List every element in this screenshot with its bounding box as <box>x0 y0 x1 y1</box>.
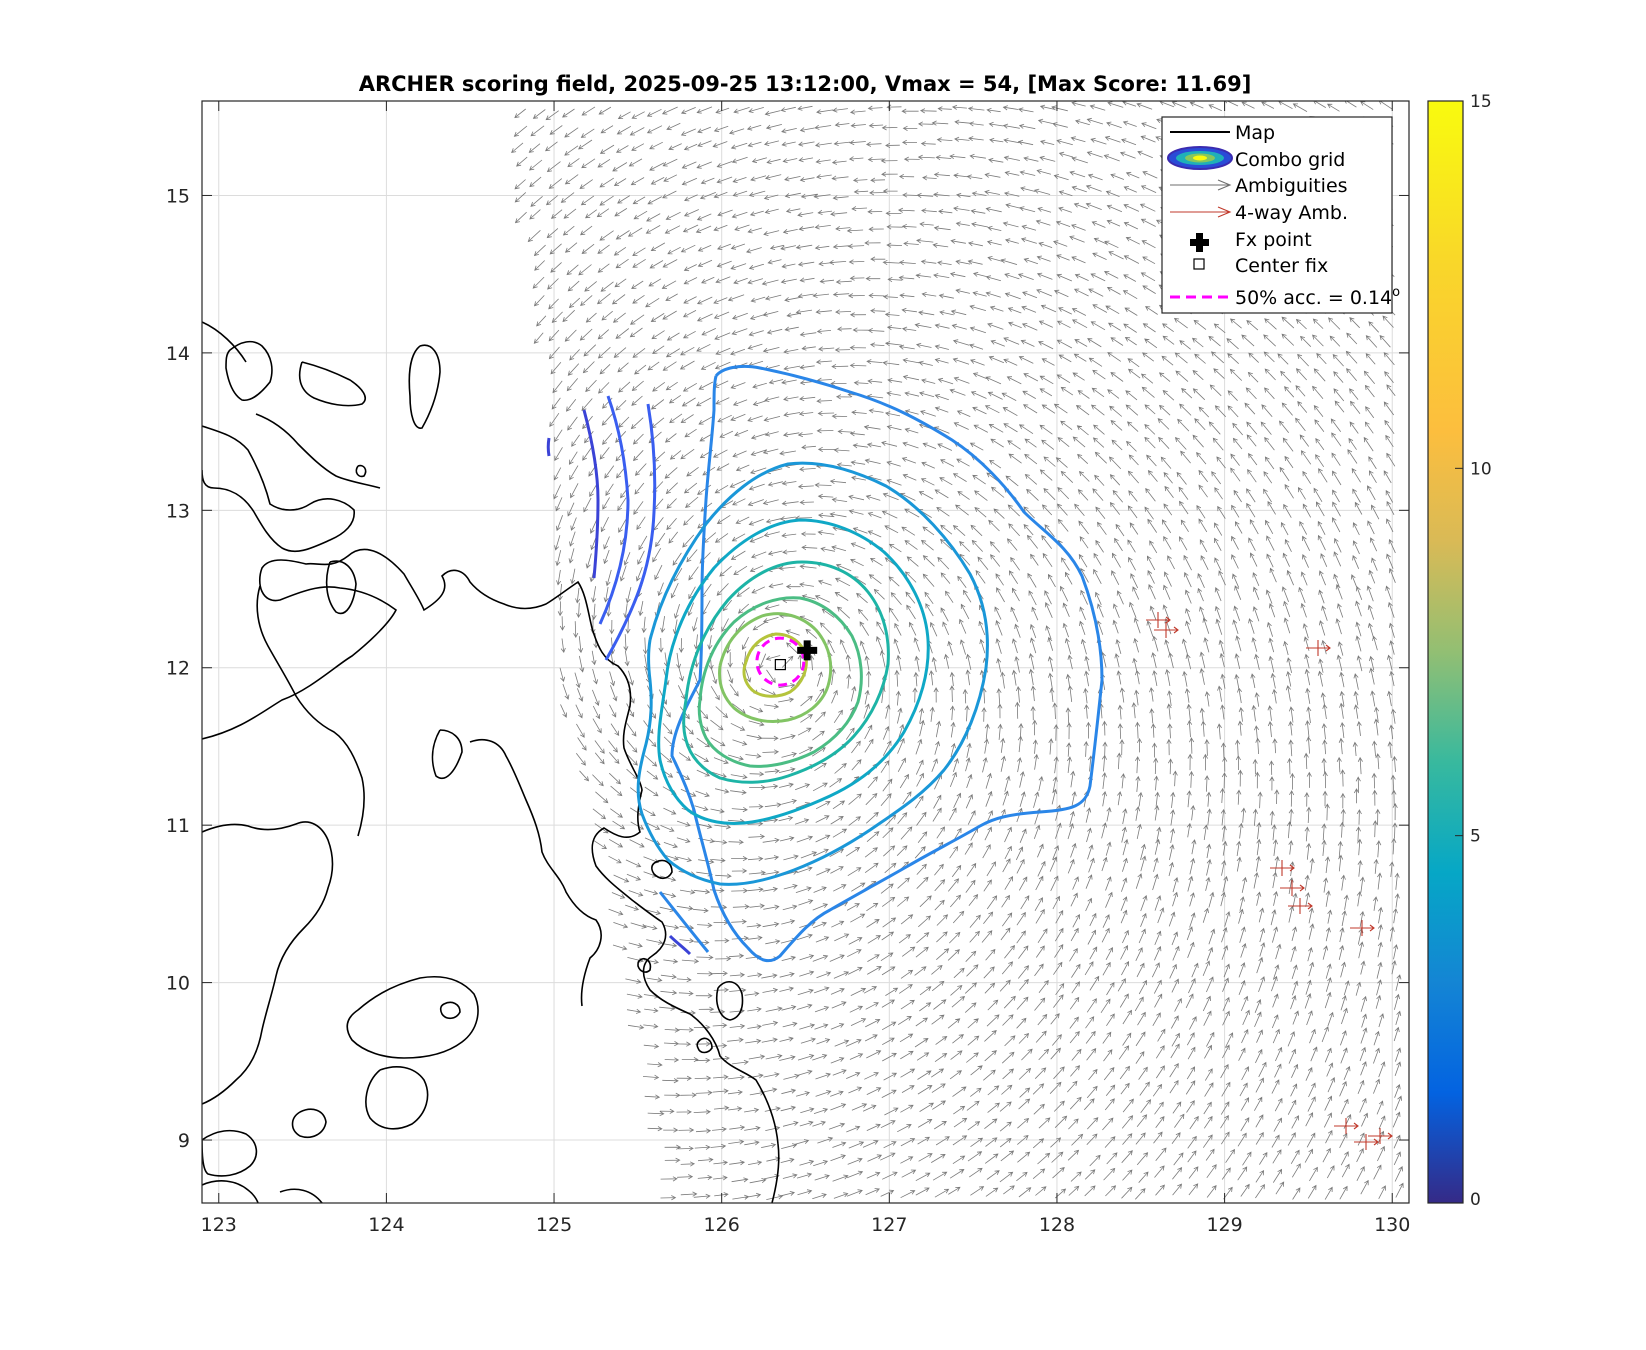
chart-title: ARCHER scoring field, 2025-09-25 13:12:0… <box>359 72 1252 96</box>
y-tick-label: 13 <box>166 500 190 522</box>
legend-fx-point-label: Fx point <box>1235 229 1312 251</box>
x-axis: 123 124 125 126 127 128 129 130 <box>201 101 1410 1236</box>
colorbar-tick-label: 0 <box>1470 1190 1481 1210</box>
colorbar-tick-label: 5 <box>1470 827 1481 847</box>
y-tick-label: 14 <box>166 343 190 365</box>
contour-arc-6 <box>658 891 710 953</box>
four-way-ambiguity-marker <box>1280 880 1305 896</box>
contour-arc-3 <box>598 395 630 625</box>
four-way-ambiguities <box>1146 612 1393 1150</box>
y-tick-label: 15 <box>166 185 190 207</box>
four-way-ambiguity-marker <box>1334 1118 1359 1134</box>
accuracy-circle <box>755 636 806 687</box>
y-tick-label: 11 <box>166 815 190 837</box>
legend-center-fix-symbol <box>1193 258 1205 270</box>
center-fix-marker <box>774 658 786 671</box>
four-way-ambiguity-marker <box>1354 1134 1379 1150</box>
legend-map-label: Map <box>1235 122 1275 144</box>
legend-acc-label: 50% acc. = 0.14o <box>1235 285 1400 309</box>
legend-center-fix-label: Center fix <box>1235 255 1328 277</box>
legend-fx-point-symbol <box>1190 233 1209 252</box>
contour-level-9 <box>718 612 833 723</box>
y-tick-label: 10 <box>166 973 190 995</box>
colorbar-tick-label: 15 <box>1470 92 1492 112</box>
contour-arc-2 <box>582 409 600 579</box>
axes-frame <box>201 100 1410 1204</box>
legend: Map Combo grid Ambiguities 4-way Amb. Fx… <box>1161 116 1400 314</box>
four-way-ambiguity-marker <box>1270 860 1295 876</box>
contour-level-6 <box>657 518 930 825</box>
four-way-ambiguity-marker <box>1350 920 1375 936</box>
x-tick-label: 124 <box>368 1214 404 1236</box>
x-tick-label: 127 <box>871 1214 907 1236</box>
y-axis: 9 10 11 12 13 14 15 <box>166 185 1409 1152</box>
y-tick-label: 9 <box>178 1130 190 1152</box>
x-tick-label: 130 <box>1374 1214 1410 1236</box>
contour-level-10 <box>742 632 808 698</box>
four-way-ambiguity-marker <box>1154 622 1179 638</box>
score-contours <box>546 364 1104 963</box>
contour-level-7 <box>682 560 890 784</box>
colorbar-tick-label: 10 <box>1470 459 1492 479</box>
contour-level-5 <box>636 461 989 886</box>
four-way-ambiguity-marker <box>1306 640 1331 656</box>
legend-4way-label: 4-way Amb. <box>1235 202 1348 224</box>
legend-ambiguities-label: Ambiguities <box>1235 175 1348 197</box>
legend-ambiguities-symbol <box>1170 179 1232 191</box>
four-way-ambiguity-marker <box>1288 898 1313 914</box>
contour-arc-4 <box>604 403 657 661</box>
contour-level-8 <box>697 596 863 768</box>
x-tick-label: 123 <box>201 1214 237 1236</box>
x-tick-label: 128 <box>1039 1214 1075 1236</box>
contour-arc-1 <box>546 437 551 457</box>
y-tick-label: 12 <box>166 658 190 680</box>
x-tick-label: 125 <box>536 1214 572 1236</box>
legend-combo-grid-symbol <box>1167 146 1233 170</box>
coastline-map <box>202 321 780 1203</box>
four-way-ambiguity-marker <box>1146 612 1171 628</box>
four-way-ambiguity-marker <box>1368 1128 1393 1144</box>
contour-arc-5 <box>668 934 692 956</box>
x-tick-label: 129 <box>1206 1214 1242 1236</box>
colorbar-gradient <box>1427 100 1464 1204</box>
x-tick-label: 126 <box>704 1214 740 1236</box>
legend-combo-grid-label: Combo grid <box>1235 149 1345 171</box>
legend-4way-symbol <box>1170 206 1232 218</box>
fx-point-marker <box>797 640 818 661</box>
colorbar: 0 5 10 15 <box>1427 92 1492 1210</box>
